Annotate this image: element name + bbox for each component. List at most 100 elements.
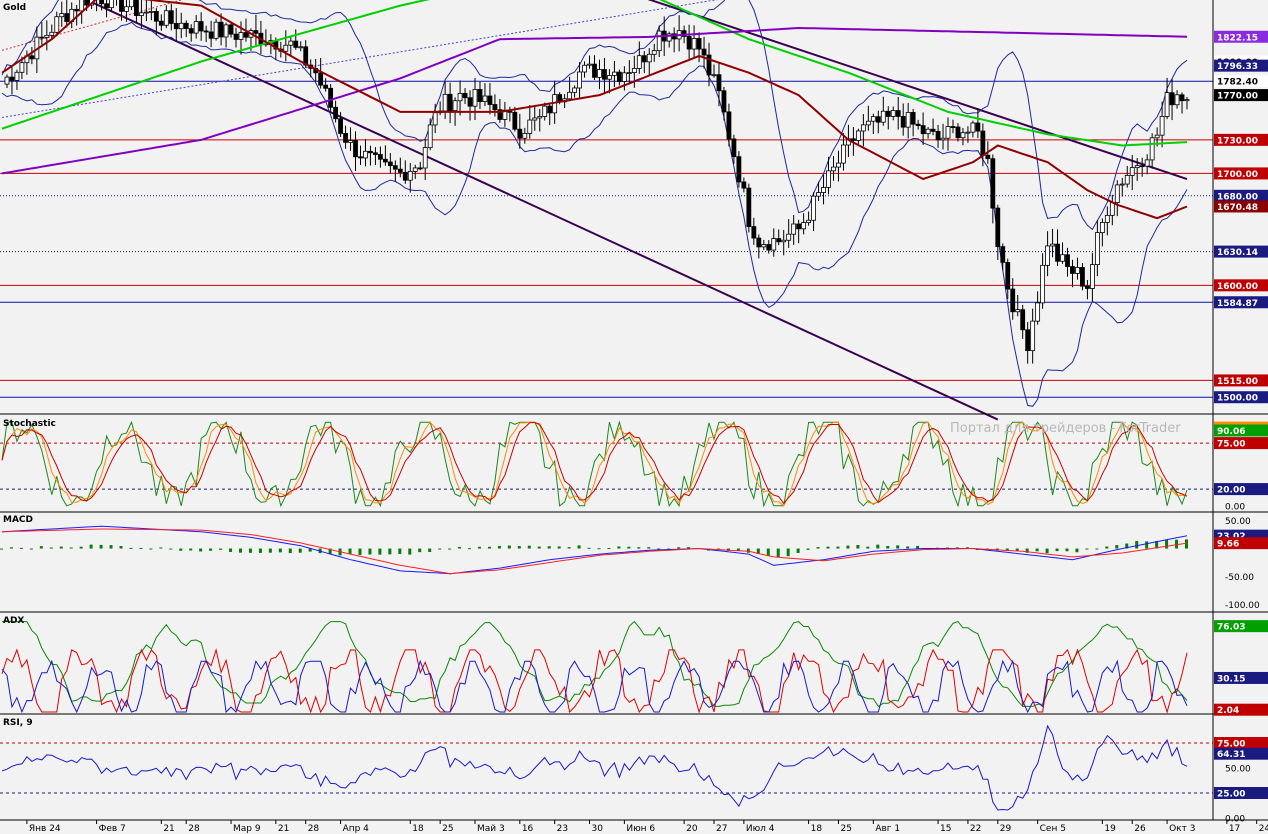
candle-body	[168, 10, 174, 24]
macd-histogram-bar	[637, 547, 641, 549]
candle-body	[452, 100, 458, 112]
macd-histogram-bar	[1065, 548, 1069, 552]
candle-body	[970, 122, 976, 133]
macd-histogram-bar	[238, 548, 242, 553]
candle-body	[980, 130, 986, 156]
candle-body	[1129, 167, 1135, 176]
candle-body	[1025, 329, 1031, 352]
macd-histogram-bar	[547, 546, 551, 549]
candle-body	[29, 55, 35, 60]
candle-body	[895, 110, 901, 117]
candle-body	[343, 133, 348, 143]
macd-histogram-bar	[1015, 548, 1019, 551]
candle-body	[213, 21, 219, 39]
x-axis-label: Янв 24	[29, 824, 61, 834]
macd-histogram-bar	[328, 548, 332, 554]
macd-histogram-bar	[19, 547, 23, 549]
adx-plus-di	[1, 659, 1188, 714]
x-axis-label: 24	[1259, 824, 1268, 834]
price-tag-label: 1730.00	[1217, 136, 1258, 146]
candle-body	[447, 93, 453, 112]
macd-histogram-bar	[278, 548, 282, 553]
macd-histogram-bar	[886, 546, 890, 549]
price-tag-label: 1500.00	[1217, 394, 1258, 404]
candle-body	[1015, 309, 1021, 313]
x-axis-label: Май 3	[477, 824, 505, 834]
adx-tag-label: 30.15	[1217, 674, 1245, 684]
rsi-title: RSI, 9	[3, 718, 33, 728]
macd-histogram-bar	[1145, 541, 1149, 549]
rsi-tag	[1214, 747, 1268, 760]
candle-body	[880, 110, 886, 123]
macd-histogram-bar	[487, 546, 491, 549]
candle-body	[163, 10, 169, 26]
candle-body	[1060, 254, 1065, 262]
x-axis-label: 22	[970, 824, 981, 834]
candle-body	[183, 22, 189, 29]
macd-histogram-bar	[866, 546, 870, 549]
macd-histogram-bar	[99, 544, 103, 549]
candle-body	[1045, 245, 1050, 266]
x-axis-label: 18	[412, 824, 424, 834]
candle-body	[945, 126, 951, 139]
candle-body	[472, 89, 478, 107]
stochastic-tag-label: 75.00	[1217, 440, 1245, 450]
macd-histogram-bar	[796, 548, 800, 553]
candle-body	[577, 71, 582, 89]
macd-histogram-bar	[776, 548, 780, 558]
macd-histogram-bar	[438, 548, 442, 550]
rsi-tick: 50.00	[1225, 765, 1251, 775]
macd-histogram-bar	[199, 548, 203, 552]
candle-body	[338, 118, 343, 134]
candle-body	[1159, 116, 1165, 136]
candle-body	[875, 116, 881, 123]
macd-histogram-bar	[29, 548, 33, 550]
candle-body	[353, 140, 358, 158]
candle-body	[378, 154, 383, 160]
candle-body	[1080, 267, 1085, 287]
candle-body	[173, 23, 179, 30]
candle-body	[482, 95, 488, 102]
candle-body	[925, 128, 931, 135]
candle-body	[333, 106, 338, 120]
candle-body	[288, 40, 294, 46]
macd-histogram-bar	[736, 548, 740, 552]
macd-histogram-bar	[209, 548, 213, 551]
candle-body	[910, 112, 916, 125]
stochastic-tag-label: 90.06	[1217, 427, 1245, 437]
candle-body	[318, 72, 324, 86]
candle-body	[188, 28, 194, 34]
candle-body	[811, 195, 816, 221]
candle-body	[368, 150, 373, 154]
candle-body	[885, 110, 891, 117]
candle-body	[641, 55, 647, 63]
macd-histogram-bar	[826, 546, 830, 549]
candle-body	[960, 132, 966, 139]
candle-body	[681, 30, 687, 37]
macd-histogram-bar	[1085, 548, 1089, 550]
stochastic-tag-label: 20.00	[1217, 486, 1245, 496]
candle-body	[582, 64, 587, 73]
candle-body	[870, 116, 876, 122]
candle-body	[402, 171, 408, 181]
candle-body	[283, 44, 289, 52]
stochastic-signal	[1, 422, 1188, 505]
candle-body	[392, 165, 398, 170]
candle-body	[651, 50, 657, 55]
macd-histogram-bar	[756, 548, 760, 555]
macd-histogram-bar	[746, 548, 750, 553]
candle-body	[855, 130, 861, 141]
macd-histogram-bar	[657, 548, 661, 550]
candle-body	[995, 207, 1001, 248]
macd-histogram-bar	[507, 545, 511, 549]
price-panel-area	[0, 0, 1213, 414]
macd-tag	[1214, 537, 1268, 550]
candle-body	[1055, 243, 1060, 262]
macd-histogram-bar	[527, 545, 531, 549]
moving-average	[1, 0, 1188, 147]
candle-body	[467, 97, 473, 107]
macd-histogram-bar	[468, 548, 472, 550]
price-tag-label: 1630.14	[1217, 248, 1258, 258]
candle-body	[711, 74, 717, 77]
candle-body	[532, 117, 538, 121]
